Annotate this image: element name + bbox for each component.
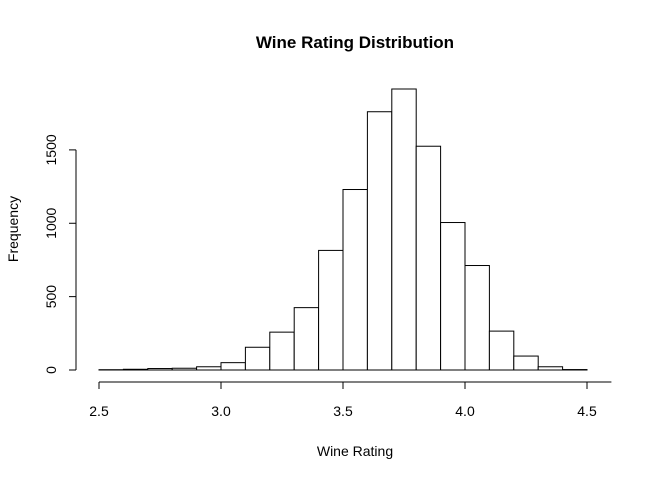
histogram-bar [148, 369, 172, 370]
chart-title: Wine Rating Distribution [256, 33, 454, 52]
histogram-bar [294, 308, 318, 370]
y-axis-label: Frequency [5, 196, 21, 262]
y-tick-label: 1500 [43, 134, 59, 165]
histogram-bar [538, 367, 562, 370]
histogram-bar [270, 332, 294, 370]
histogram-bar [319, 250, 343, 370]
y-tick-label: 1000 [43, 207, 59, 238]
histogram-bar [465, 266, 489, 370]
y-tick-label: 500 [43, 285, 59, 309]
histogram-bar [221, 363, 245, 370]
histogram-bar [197, 367, 221, 370]
x-axis-label: Wine Rating [317, 443, 393, 459]
histogram-bar [514, 356, 538, 370]
histogram-bar [441, 223, 465, 370]
histogram-bar [123, 369, 147, 370]
x-tick-label: 3.0 [211, 403, 231, 419]
x-tick-label: 3.5 [333, 403, 353, 419]
x-tick-label: 4.0 [455, 403, 475, 419]
x-tick-label: 2.5 [89, 403, 109, 419]
histogram-bar [172, 368, 196, 370]
histogram-bar [245, 347, 269, 370]
histogram-bar [392, 89, 416, 370]
histogram-bar [416, 146, 440, 370]
histogram-bar [489, 331, 513, 370]
histogram-bar [367, 112, 391, 370]
y-tick-label: 0 [43, 366, 59, 374]
histogram-bar [343, 190, 367, 370]
x-tick-label: 4.5 [577, 403, 597, 419]
